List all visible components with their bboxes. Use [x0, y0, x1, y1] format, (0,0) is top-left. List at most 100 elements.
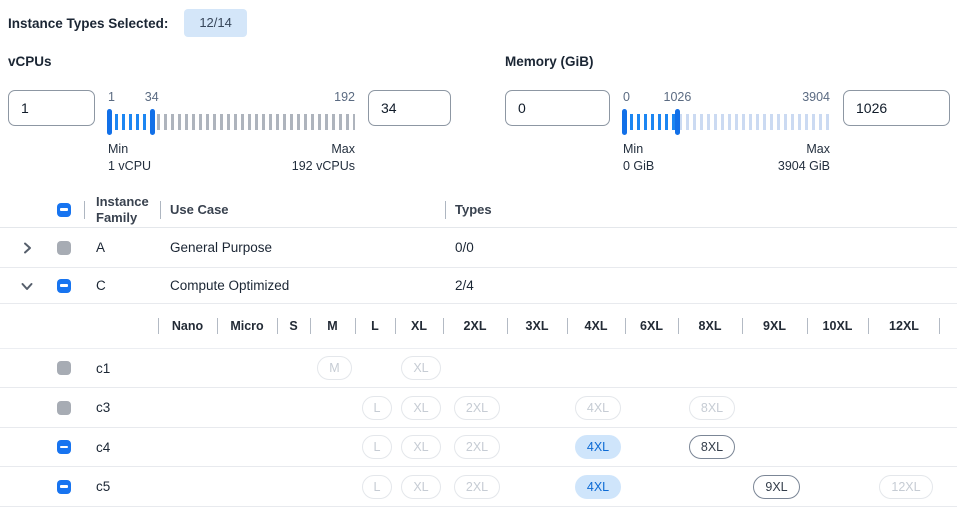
c5-name: c5 [96, 479, 111, 494]
size-col-9xl: 9XL [742, 304, 807, 349]
size-pill-l: L [361, 435, 393, 459]
memory-max-input[interactable] [843, 90, 950, 126]
vcpus-handle-max[interactable] [149, 109, 155, 135]
header-use-case: Use Case [160, 200, 445, 219]
vcpus-max-sub: 192 vCPUs [291, 159, 355, 173]
vcpus-handle-min[interactable] [107, 109, 112, 135]
vcpus-max-input[interactable] [368, 90, 451, 126]
vcpus-scale-min: 1 [108, 90, 115, 104]
size-pill-2xl: 2XL [453, 474, 501, 499]
family-c-checkbox[interactable] [57, 278, 71, 293]
table-header-row: Instance Family Use Case Types [0, 192, 957, 228]
family-a-types-count: 0/0 [455, 240, 474, 255]
chevron-down-icon[interactable] [19, 278, 35, 294]
vcpus-min-label: Min [108, 142, 129, 156]
size-pill-2xl: 2XL [453, 395, 501, 420]
column-divider [445, 200, 446, 219]
instance-row-c3: c3 L XL 2XL 4XL 8XL [0, 388, 957, 428]
memory-min-input[interactable] [505, 90, 610, 126]
size-pill-xl: XL [401, 395, 441, 420]
vcpus-scale-current: 34 [144, 90, 159, 104]
size-pill-xl: XL [401, 356, 441, 380]
vcpus-range-ticks [108, 114, 152, 130]
size-col-2xl: 2XL [443, 304, 507, 349]
family-row-c: C Compute Optimized 2/4 [0, 268, 957, 304]
memory-minmax: Min 0 GiB Max 3904 GiB [623, 141, 830, 175]
memory-scale-current: 1026 [663, 90, 692, 104]
family-row-a: A General Purpose 0/0 [0, 228, 957, 268]
vcpus-scale-max: 192 [334, 90, 355, 104]
selected-count-label: Instance Types Selected: [8, 15, 169, 31]
size-col-12xl: 12XL [868, 304, 940, 349]
column-divider [160, 200, 161, 219]
chevron-right-icon[interactable] [19, 240, 35, 256]
vcpus-slider-track[interactable] [107, 109, 355, 135]
header-types: Types [445, 200, 957, 219]
header-family: Instance Family [84, 194, 160, 226]
column-divider [84, 200, 85, 219]
family-c-name: C [96, 278, 106, 293]
c4-checkbox[interactable] [57, 440, 71, 454]
size-col-3xl: 3XL [507, 304, 567, 349]
size-pill-2xl: 2XL [453, 435, 501, 459]
memory-min-sub: 0 GiB [623, 159, 655, 173]
memory-handle-min[interactable] [622, 109, 627, 135]
vcpus-filter: vCPUs 1 34 192 [8, 54, 451, 175]
instance-family-table: Instance Family Use Case Types A [0, 192, 957, 507]
memory-range-ticks [623, 114, 678, 130]
vcpus-min-sub: 1 vCPU [108, 159, 152, 173]
memory-scale-max: 3904 [802, 90, 830, 104]
size-pill-4xl-selected[interactable]: 4XL [574, 474, 622, 499]
size-col-xl: XL [395, 304, 443, 349]
size-col-m: M [310, 304, 355, 349]
size-pill-4xl: 4XL [574, 395, 622, 420]
size-col-micro: Micro [217, 304, 277, 349]
vcpus-minmax: Min 1 vCPU Max 192 vCPUs [108, 141, 355, 175]
instance-row-c1: c1 M XL [0, 349, 957, 388]
size-pill-12xl: 12XL [879, 474, 933, 499]
vcpus-slider[interactable]: 1 34 192 Min 1 vCPU [95, 90, 368, 175]
topbar: Instance Types Selected: 12/14 [0, 0, 957, 38]
c3-name: c3 [96, 400, 111, 415]
header-checkbox-cell [44, 202, 84, 217]
memory-scale-min: 0 [623, 90, 630, 104]
vcpus-track-ticks [108, 114, 355, 130]
c3-checkbox [57, 400, 71, 415]
family-a-name: A [96, 240, 106, 255]
size-col-10xl: 10XL [807, 304, 868, 349]
size-pill-xl: XL [401, 474, 441, 499]
family-c-use-case: Compute Optimized [170, 278, 290, 293]
family-c-types-count: 2/4 [455, 278, 474, 293]
memory-max-sub: 3904 GiB [777, 159, 830, 173]
memory-filter: Memory (GiB) 0 1026 3904 [505, 54, 950, 175]
c5-checkbox[interactable] [57, 479, 71, 494]
family-a-checkbox [57, 240, 71, 255]
size-pill-xl: XL [401, 435, 441, 459]
select-all-checkbox[interactable] [57, 202, 71, 217]
memory-scale: 0 1026 3904 [623, 90, 830, 104]
memory-title: Memory (GiB) [505, 54, 594, 69]
size-col-4xl: 4XL [567, 304, 625, 349]
vcpus-min-input[interactable] [8, 90, 95, 126]
size-col-nano: Nano [158, 304, 217, 349]
memory-slider-track[interactable] [622, 109, 830, 135]
size-pill-9xl-available[interactable]: 9XL [753, 474, 800, 499]
family-a-use-case: General Purpose [170, 240, 273, 255]
size-pill-4xl-selected[interactable]: 4XL [574, 435, 622, 459]
vcpus-scale: 1 34 192 [108, 90, 355, 104]
size-pill-l: L [361, 395, 393, 420]
memory-max-label: Max [806, 142, 830, 156]
vcpus-title: vCPUs [8, 54, 52, 69]
c4-name: c4 [96, 439, 111, 455]
memory-slider[interactable]: 0 1026 3904 Min 0 GiB [610, 90, 843, 175]
vcpus-max-label: Max [331, 142, 355, 156]
size-header-row: Nano Micro S M L XL 2XL 3XL 4XL 6XL 8XL … [0, 304, 957, 349]
size-pill-8xl-available[interactable]: 8XL [688, 435, 736, 459]
size-col-6xl: 6XL [625, 304, 678, 349]
c1-name: c1 [96, 360, 111, 376]
instance-row-c5: c5 L XL 2XL 4XL 9XL 12XL [0, 467, 957, 507]
c1-checkbox [57, 361, 71, 375]
filters: vCPUs 1 34 192 [8, 54, 957, 175]
memory-handle-max[interactable] [675, 109, 681, 135]
